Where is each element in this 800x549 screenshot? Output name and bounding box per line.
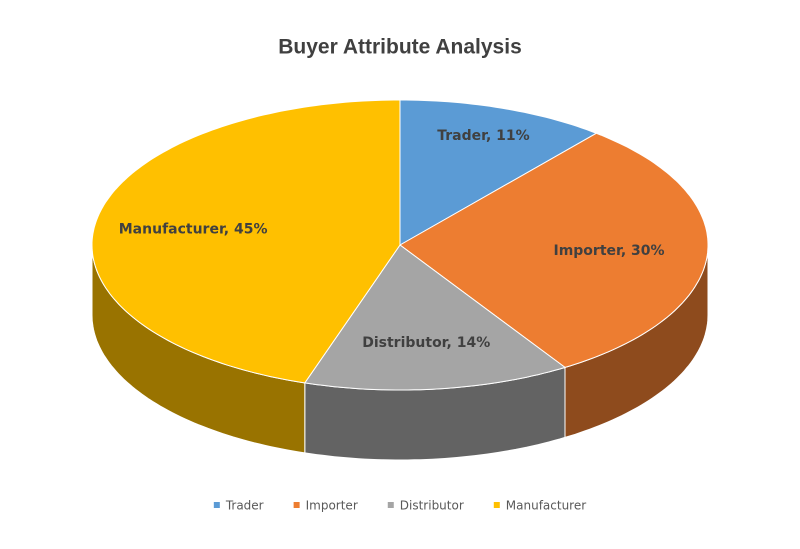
data-label: Distributor, 14%: [362, 335, 490, 351]
slice: [91, 99, 401, 384]
legend-label: Trader: [225, 499, 264, 513]
chart-title: Buyer Attribute Analysis: [278, 36, 522, 59]
legend-marker: [387, 502, 394, 508]
data-label: Trader, 11%: [437, 128, 529, 144]
legend-label: Manufacturer: [506, 499, 586, 513]
slice: [399, 132, 709, 368]
legend-marker: [213, 502, 220, 508]
slice: [399, 99, 598, 246]
data-label: Manufacturer, 45%: [119, 222, 268, 238]
data-label: Importer, 30%: [553, 243, 664, 259]
legend-label: Importer: [306, 499, 358, 513]
legend-marker: [493, 502, 500, 508]
legend-label: Distributor: [400, 499, 464, 513]
slice: [303, 244, 567, 391]
legend-marker: [293, 502, 300, 508]
